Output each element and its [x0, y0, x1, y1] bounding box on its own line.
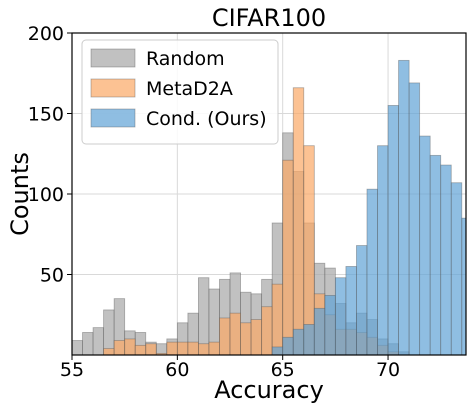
- histogram-bar: [450, 182, 463, 356]
- chart-title: CIFAR100: [212, 4, 326, 32]
- histogram-bar: [282, 159, 294, 356]
- x-tick-label: 70: [376, 359, 400, 381]
- histogram-bar: [356, 245, 368, 356]
- histogram-bar: [377, 145, 389, 356]
- histogram-bar: [219, 317, 231, 356]
- legend-swatch: [90, 78, 136, 98]
- histogram-bar: [303, 145, 315, 356]
- legend-label: Cond. (Ours): [146, 108, 267, 130]
- histogram-bar: [176, 341, 189, 356]
- legend-swatch: [90, 48, 136, 68]
- histogram-bar: [82, 332, 94, 356]
- histogram-bar: [292, 328, 305, 356]
- histogram-bar: [240, 322, 252, 356]
- histogram-bar: [334, 277, 347, 356]
- histogram-bar: [198, 343, 210, 356]
- histogram-bar: [398, 59, 410, 356]
- histogram-bar: [145, 343, 157, 356]
- x-tick-label: 60: [165, 359, 189, 381]
- y-tick-label: 150: [28, 104, 64, 126]
- histogram-bar: [292, 87, 305, 356]
- histogram-bar: [261, 306, 273, 356]
- histogram-bar: [134, 344, 147, 356]
- histogram-bar: [282, 336, 294, 356]
- legend-label: Random: [146, 48, 225, 70]
- legend-label: MetaD2A: [146, 78, 233, 100]
- histogram-bar: [271, 346, 284, 356]
- legend: Random MetaD2A Cond. (Ours): [81, 39, 279, 145]
- histogram-bar: [429, 154, 442, 356]
- histogram-bar: [419, 135, 431, 356]
- x-tick-label: 55: [60, 359, 84, 381]
- histogram-bar: [313, 307, 326, 356]
- histogram-bar: [250, 319, 263, 356]
- y-tick-label: 50: [40, 265, 64, 287]
- histogram-bar: [124, 338, 136, 356]
- histogram-bar: [113, 340, 126, 356]
- histogram-bar: [303, 324, 315, 356]
- histogram-bar: [440, 164, 452, 356]
- y-axis-title: Counts: [6, 152, 34, 236]
- y-tick-label: 200: [28, 23, 64, 45]
- histogram-bar: [187, 341, 199, 356]
- histogram-bar: [271, 283, 284, 356]
- y-tick-label: 100: [28, 184, 64, 206]
- histogram-bar: [387, 105, 399, 356]
- histogram-bar: [103, 348, 115, 356]
- x-axis-title: Accuracy: [214, 376, 324, 404]
- histogram-bar: [461, 217, 467, 356]
- axis-ticks: 55 60 65 70 50 100 150 200: [28, 23, 400, 381]
- histogram-bar: [92, 327, 105, 356]
- legend-swatch: [90, 108, 136, 128]
- histogram-bar: [345, 266, 357, 356]
- x-tick-label: 65: [271, 359, 295, 381]
- histogram-bar: [324, 295, 336, 356]
- histogram-bar: [229, 312, 241, 356]
- histogram-bar: [366, 188, 378, 356]
- histogram-bar: [408, 82, 421, 356]
- histogram-bar: [208, 341, 220, 356]
- histogram-bar: [166, 341, 178, 356]
- histogram-bar: [71, 340, 83, 356]
